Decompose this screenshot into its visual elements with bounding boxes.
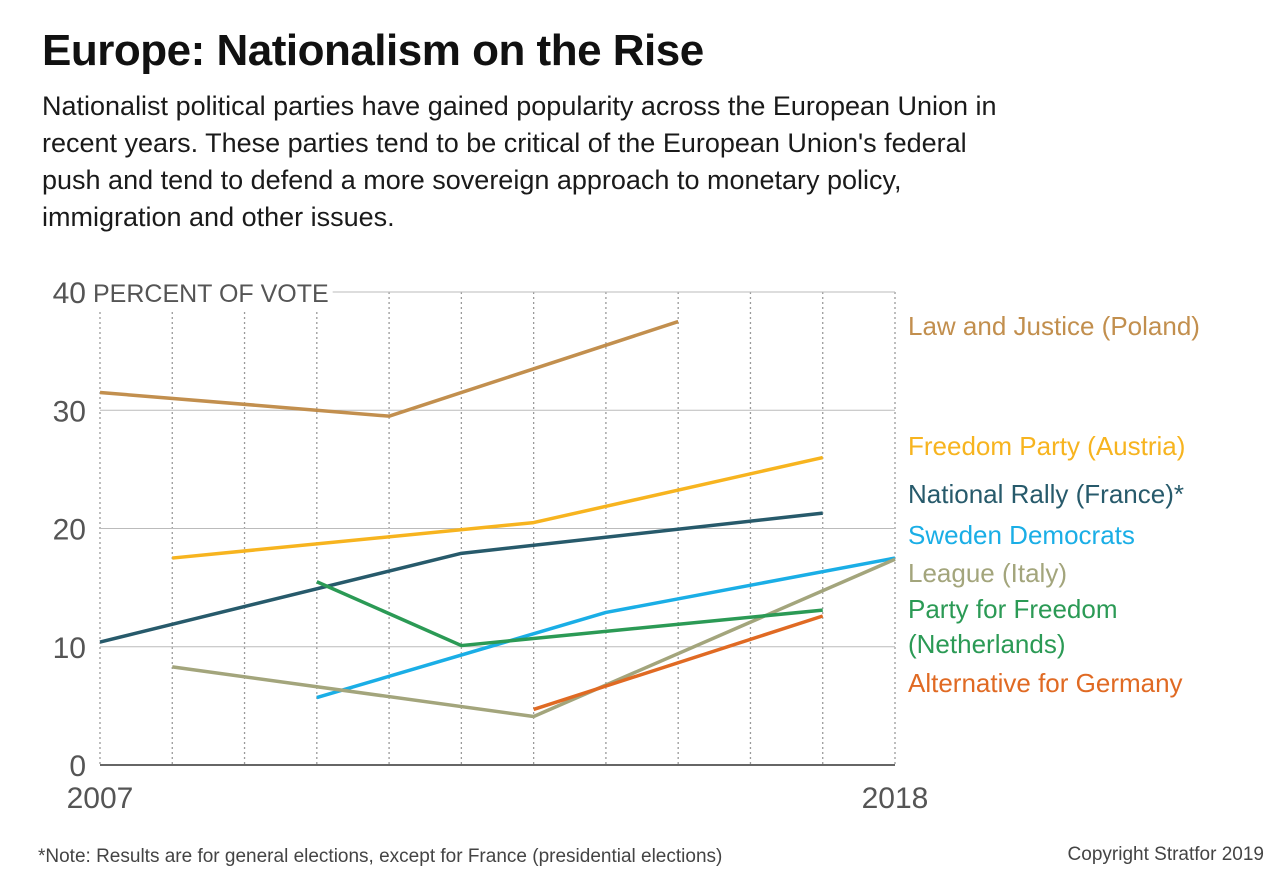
- legend-entry-line: Party for Freedom: [908, 594, 1118, 624]
- y-tick-label: 40: [53, 277, 86, 310]
- series-line: [99, 319, 679, 418]
- y-tick-label: 10: [53, 632, 86, 665]
- series-line: [172, 455, 824, 560]
- series-line: [533, 614, 824, 712]
- footnote: *Note: Results are for general elections…: [38, 846, 723, 867]
- legend-entry-line: (Netherlands): [908, 629, 1066, 659]
- legend-entry: Freedom Party (Austria): [908, 431, 1185, 461]
- series-line: [99, 511, 823, 644]
- legend-entry: Party for Freedom (Netherlands): [908, 594, 1118, 659]
- y-axis-label-background: [89, 278, 333, 310]
- x-tick-label: 2018: [862, 782, 929, 815]
- copyright: Copyright Stratfor 2019: [1067, 844, 1264, 865]
- y-tick-label: 0: [69, 750, 86, 783]
- series-line: [316, 556, 896, 700]
- chart-subtitle: Nationalist political parties have gaine…: [42, 91, 997, 232]
- y-tick-label: 30: [53, 395, 86, 428]
- chart-legend: Law and Justice (Poland) Freedom Party (A…: [908, 311, 1200, 698]
- y-axis-label: PERCENT OF VOTE: [93, 280, 329, 308]
- x-tick-label: 2007: [67, 782, 134, 815]
- series-line: [316, 580, 823, 648]
- legend-entry: Law and Justice (Poland): [908, 311, 1200, 341]
- legend-entry: National Rally (France)*: [908, 479, 1184, 509]
- legend-entry: Alternative for Germany: [908, 668, 1183, 698]
- chart-title: Europe: Nationalism on the Rise: [42, 26, 704, 75]
- chart-axes: 0 10 20 30 40 PERCENT OF VOTE 2007 2018: [53, 277, 929, 815]
- chart-series: [99, 319, 896, 719]
- chart-grid: [99, 291, 896, 765]
- legend-entry: League (Italy): [908, 558, 1067, 588]
- series-line: [172, 557, 896, 719]
- legend-entry: Sweden Democrats: [908, 520, 1135, 550]
- y-tick-label: 20: [53, 514, 86, 547]
